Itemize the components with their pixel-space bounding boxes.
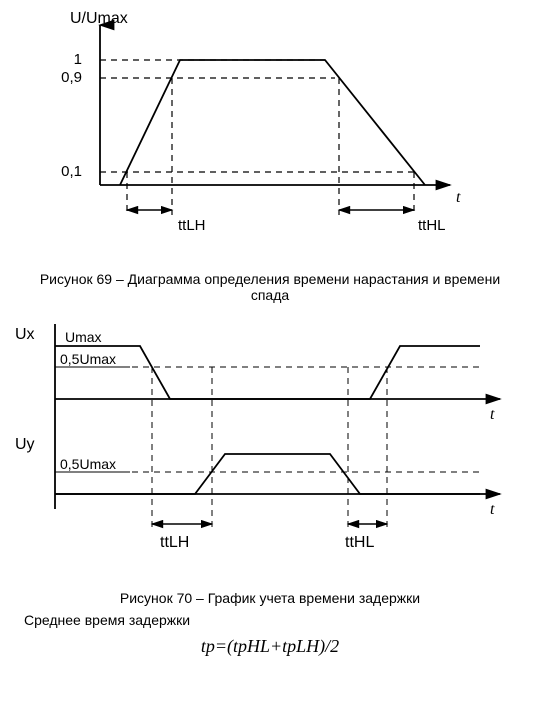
fig69-fall-label: ttHL xyxy=(418,217,446,234)
fig70-ux-xlabel: t xyxy=(490,406,495,423)
avg-delay-label: Среднее время задержки xyxy=(24,612,516,628)
fig69-svg: U/Umax t 1 0,9 0,1 ttLH ttHL xyxy=(0,0,540,260)
fig69-rise-label: ttLH xyxy=(178,217,206,234)
fig70-tlh-label: ttLH xyxy=(160,534,189,551)
fig69-ytick-09: 0,9 xyxy=(61,69,82,86)
fig70-thl-label: ttHL xyxy=(345,534,374,551)
fig70-uy-signal xyxy=(55,454,480,494)
fig70-ux-half: 0,5Umax xyxy=(60,351,116,367)
fig69-ytick-1: 1 xyxy=(74,51,82,68)
fig70-uy-xlabel: t xyxy=(490,501,495,518)
fig69-caption: Рисунок 69 – Диаграмма определения време… xyxy=(20,271,520,303)
fig70-uy-label: Uy xyxy=(15,436,35,453)
fig70-caption: Рисунок 70 – График учета времени задерж… xyxy=(20,590,520,606)
fig70-ux-signal xyxy=(55,346,480,399)
fig69-ytick-01: 0,1 xyxy=(61,163,82,180)
fig69-signal xyxy=(120,60,425,185)
fig70-ux-label: Ux xyxy=(15,326,35,343)
fig69-xlabel: t xyxy=(456,189,461,206)
fig70-svg: Ux Uy t Umax 0,5Umax t 0,5Umax ttLH ttHL xyxy=(0,309,540,579)
fig70-umax: Umax xyxy=(65,329,102,345)
fig69-ylabel: U/Umax xyxy=(70,10,128,27)
fig70-uy-half: 0,5Umax xyxy=(60,456,116,472)
formula: tp=(tpHL+tpLH)/2 xyxy=(0,636,540,657)
